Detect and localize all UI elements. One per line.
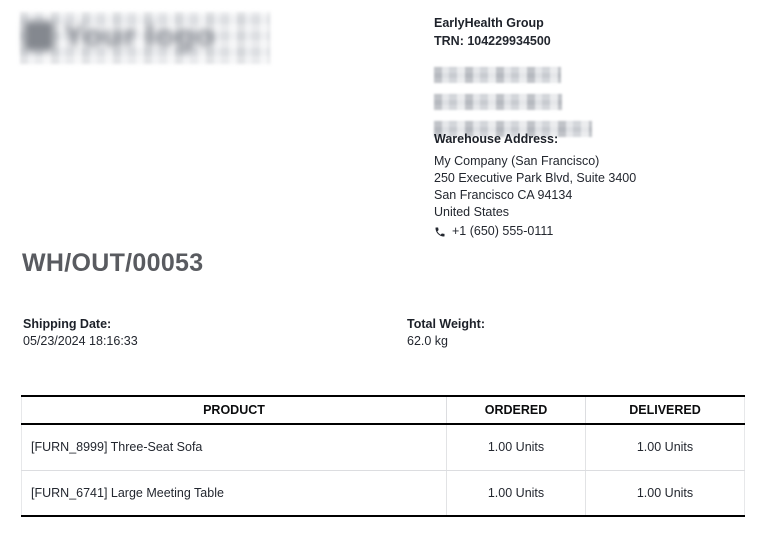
table-header-row: PRODUCT ORDERED DELIVERED: [21, 395, 745, 425]
warehouse-phone-row: +1 (650) 555-0111: [434, 223, 754, 240]
warehouse-address-line: United States: [434, 205, 510, 219]
shipping-date-label: Shipping Date:: [23, 317, 112, 331]
column-header-delivered: DELIVERED: [585, 395, 745, 425]
table-row: [FURN_6741] Large Meeting Table 1.00 Uni…: [21, 470, 745, 517]
delivered-qty-cell: 1.00 Units: [585, 424, 745, 471]
warehouse-phone-number: +1 (650) 555-0111: [452, 224, 554, 238]
warehouse-address-line: San Francisco CA 94134: [434, 188, 573, 202]
product-name-cell: [FURN_6741] Large Meeting Table: [21, 470, 447, 517]
company-trn: TRN: 104229934500: [434, 34, 551, 48]
column-header-product: PRODUCT: [21, 395, 447, 425]
company-logo: Your logo: [20, 12, 270, 64]
warehouse-address-label: Warehouse Address:: [434, 132, 559, 146]
logo-icon: [24, 21, 54, 51]
document-title: WH/OUT/00053: [22, 249, 204, 277]
ordered-qty-cell: 1.00 Units: [446, 424, 586, 471]
shipping-date-block: Shipping Date: 05/23/2024 18:16:33: [23, 316, 138, 350]
redacted-address-line: [434, 67, 561, 83]
total-weight-value: 62.0 kg: [407, 334, 449, 348]
table-row: [FURN_8999] Three-Seat Sofa 1.00 Units 1…: [21, 424, 745, 471]
warehouse-address-line: My Company (San Francisco): [434, 154, 600, 168]
company-info-block: EarlyHealth Group TRN: 104229934500: [434, 14, 754, 137]
redacted-address-line: [434, 94, 562, 110]
product-name-cell: [FURN_8999] Three-Seat Sofa: [21, 424, 447, 471]
total-weight-label: Total Weight:: [407, 317, 485, 331]
logo-redaction-mosaic: [20, 12, 270, 64]
phone-icon: [435, 227, 445, 236]
warehouse-address-block: Warehouse Address: My Company (San Franc…: [434, 131, 754, 240]
shipping-date-value: 05/23/2024 18:16:33: [23, 334, 138, 348]
ordered-qty-cell: 1.00 Units: [446, 470, 586, 517]
delivered-qty-cell: 1.00 Units: [585, 470, 745, 517]
redacted-address-line: [434, 121, 592, 137]
logo-text: Your logo: [64, 18, 216, 53]
total-weight-block: Total Weight: 62.0 kg: [407, 316, 485, 350]
company-name: EarlyHealth Group: [434, 16, 544, 30]
products-table: PRODUCT ORDERED DELIVERED [FURN_8999] Th…: [21, 395, 745, 517]
column-header-ordered: ORDERED: [446, 395, 586, 425]
warehouse-address-line: 250 Executive Park Blvd, Suite 3400: [434, 171, 637, 185]
